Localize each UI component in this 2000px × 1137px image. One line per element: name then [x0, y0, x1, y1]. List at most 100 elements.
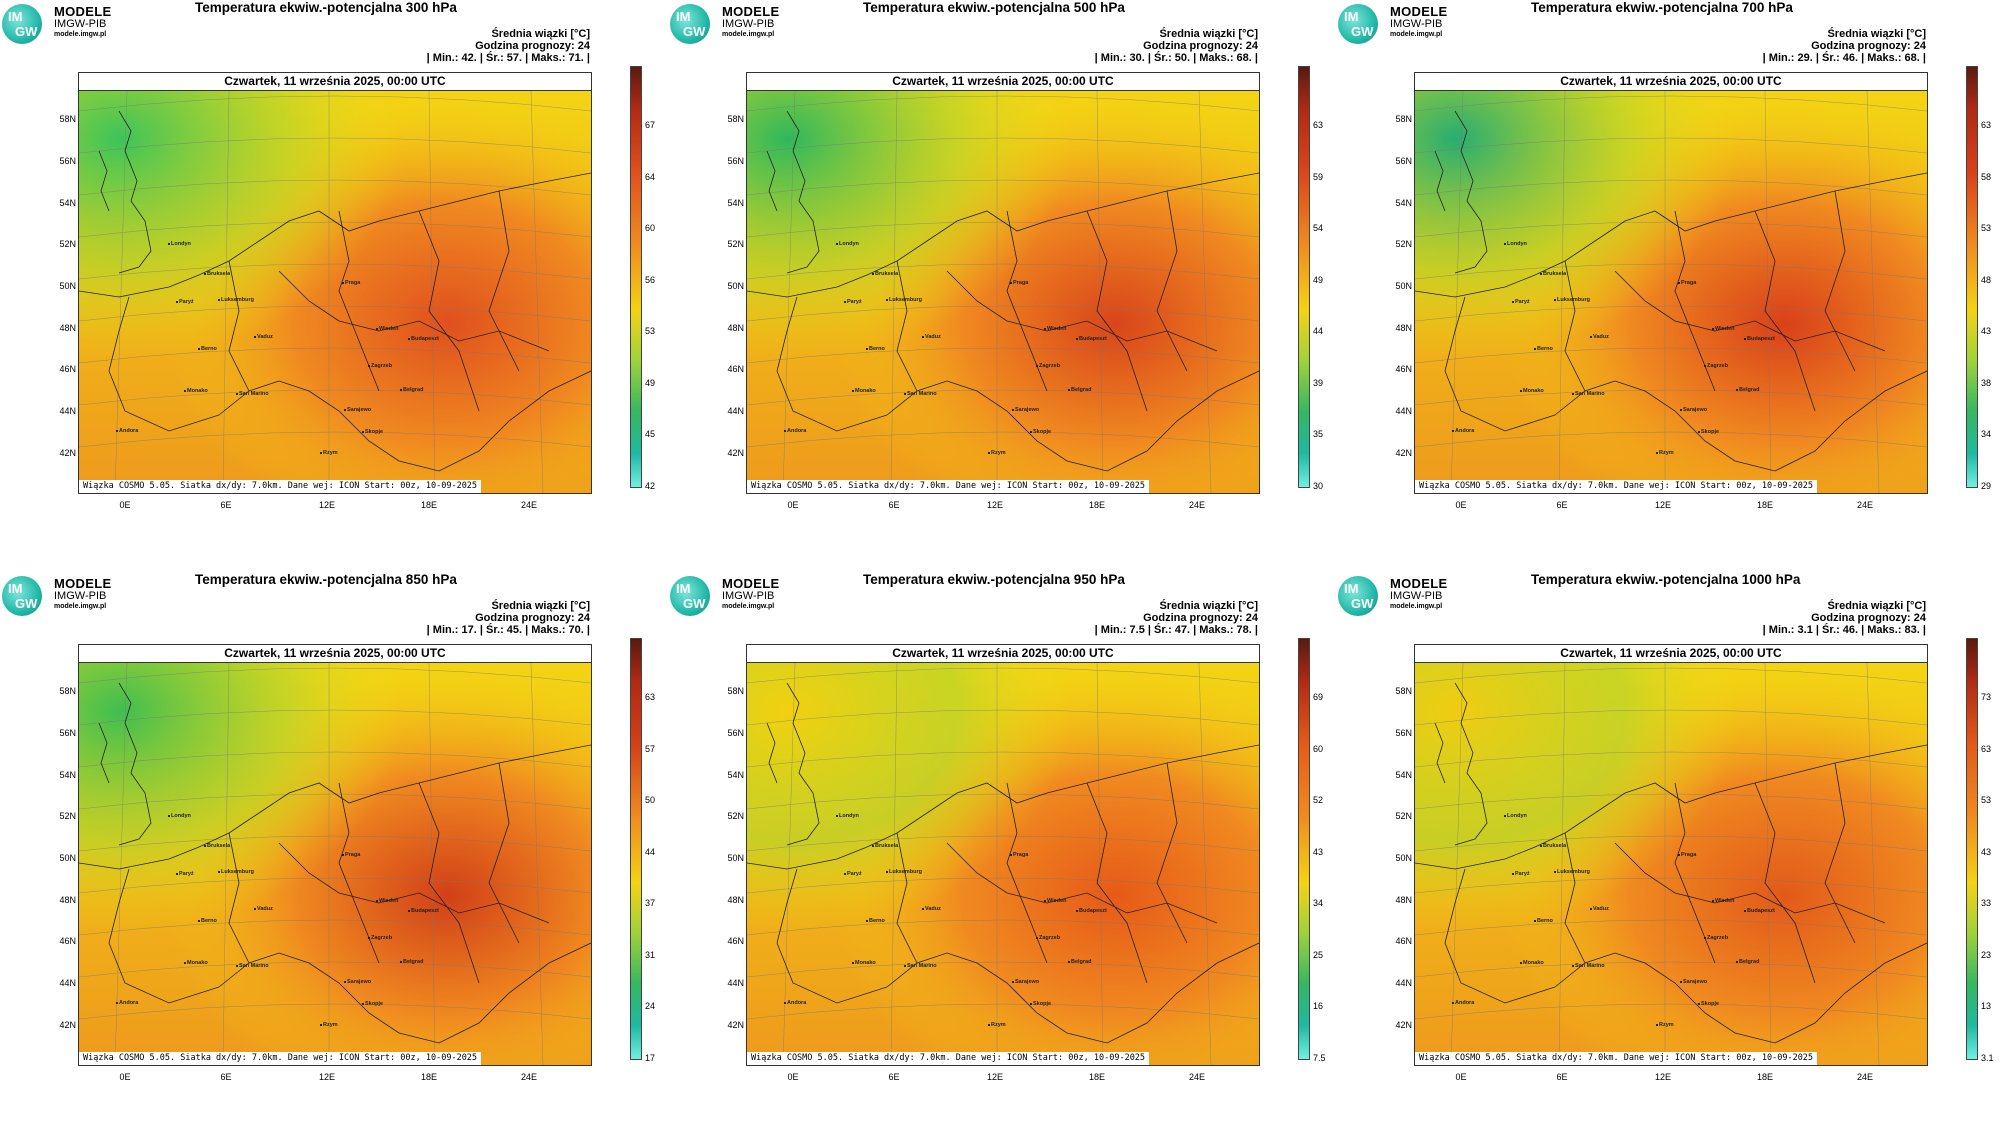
colorbar-tick: 29	[1981, 480, 1992, 491]
latitude-label: 42N	[59, 1020, 76, 1030]
latitude-label: 46N	[727, 364, 744, 374]
latitude-label: 52N	[59, 239, 76, 249]
colorbar-tick: 48	[1981, 274, 1992, 285]
colorbar-tick: 7.5	[1313, 1052, 1326, 1063]
latitude-label: 54N	[727, 770, 744, 780]
latitude-label: 52N	[1395, 811, 1412, 821]
colorbar-tick: 63	[1313, 120, 1324, 130]
city-label: Vaduz	[1590, 906, 1609, 912]
city-label: Belgrad	[1067, 387, 1092, 393]
colorbar-tick: 53	[1981, 795, 1992, 805]
info-stats: | Min.: 17. | Śr.: 45. | Maks.: 70. |	[426, 624, 590, 636]
logo-line2: IMGW-PIB	[54, 590, 107, 602]
panel-info: Średnia wiązki [°C] Godzina prognozy: 24 |…	[427, 28, 590, 64]
city-label: Paryż	[176, 871, 194, 877]
city-label: Vaduz	[1590, 334, 1609, 340]
city-label: Andora	[1451, 428, 1475, 434]
colorbar-tick: 49	[645, 377, 656, 388]
colorbar-tick: 37	[645, 898, 656, 908]
city-label: San Marino	[904, 963, 937, 969]
logo-mark-bottom: GW	[683, 596, 706, 611]
model-footnote: Wiązka COSMO 5.05. Siatka dx/dy: 7.0km. …	[747, 480, 1150, 493]
city-label: Budapeszt	[1076, 336, 1107, 342]
map-frame: Czwartek, 11 września 2025, 00:00 UTC Lon…	[78, 644, 592, 1066]
city-label: Belgrad	[399, 959, 424, 965]
colorbar-tick: 49	[1313, 274, 1324, 285]
colorbar-tick: 13	[1981, 1001, 1992, 1011]
latitude-label: 56N	[727, 156, 744, 166]
city-label: Zagrzeb	[367, 935, 393, 941]
colorbar	[630, 66, 642, 488]
temperature-field: Londyn Bruksela Paryż Luksemburg Praga Wiedeń…	[79, 663, 591, 1065]
city-label: Londyn	[1504, 813, 1527, 819]
logo-line2: IMGW-PIB	[54, 18, 107, 30]
latitude-label: 52N	[727, 811, 744, 821]
field-graphic	[1415, 91, 1927, 493]
imgw-logo-icon: IM GW	[1338, 4, 1378, 44]
city-label: Luksemburg	[1553, 869, 1591, 875]
colorbar-tick: 38	[1981, 377, 1992, 388]
field-graphic	[79, 91, 591, 493]
model-footnote: Wiązka COSMO 5.05. Siatka dx/dy: 7.0km. …	[1415, 1052, 1818, 1065]
imgw-logo-icon: IM GW	[2, 4, 42, 44]
latitude-label: 58N	[1395, 114, 1412, 124]
latitude-label: 44N	[727, 406, 744, 416]
latitude-label: 58N	[1395, 686, 1412, 696]
colorbar-tick: 16	[1313, 1001, 1324, 1011]
logo-mark-bottom: GW	[15, 596, 38, 611]
city-label: Zagrzeb	[1703, 363, 1729, 369]
longitude-label: 0E	[787, 1072, 799, 1082]
colorbar-tick: 64	[645, 171, 656, 182]
city-label: Bruksela	[1539, 271, 1567, 277]
colorbar	[1298, 66, 1310, 488]
city-label: Berno	[198, 346, 217, 352]
forecast-date: Czwartek, 11 września 2025, 00:00 UTC	[747, 73, 1259, 91]
info-line1: Średnia wiązki [°C]	[1159, 600, 1258, 612]
forecast-date: Czwartek, 11 września 2025, 00:00 UTC	[79, 73, 591, 91]
city-label: Belgrad	[399, 387, 424, 393]
colorbar-tick: 23	[1981, 949, 1992, 960]
longitude-label: 12E	[318, 1072, 335, 1082]
city-label: Bruksela	[871, 271, 899, 277]
latitude-label: 54N	[1395, 770, 1412, 780]
latitude-label: 44N	[727, 978, 744, 988]
city-label: Monako	[1520, 388, 1544, 394]
panel-title: Temperatura ekwiw.-potencjalna 500 hPa	[863, 0, 1125, 15]
latitude-label: 48N	[727, 895, 744, 905]
latitude-label: 50N	[727, 281, 744, 291]
colorbar-tick: 56	[645, 274, 656, 285]
field-graphic	[1415, 663, 1927, 1065]
city-label: Berno	[866, 918, 885, 924]
latitude-label: 50N	[59, 853, 76, 863]
map-frame: Czwartek, 11 września 2025, 00:00 UTC Lon…	[78, 72, 592, 494]
city-label: Paryż	[844, 299, 862, 305]
longitude-label: 12E	[318, 500, 335, 510]
city-label: Wiedeń	[1044, 898, 1067, 904]
latitude-label: 48N	[1395, 895, 1412, 905]
latitude-label: 44N	[59, 406, 76, 416]
city-label: Berno	[198, 918, 217, 924]
temperature-field: Londyn Bruksela Paryż Luksemburg Praga Wiedeń…	[1415, 663, 1927, 1065]
info-line1: Średnia wiązki [°C]	[1827, 600, 1926, 612]
city-label: Vaduz	[254, 906, 273, 912]
map-frame: Czwartek, 11 września 2025, 00:00 UTC Lon…	[1414, 644, 1928, 1066]
longitude-label: 24E	[520, 1072, 537, 1082]
latitude-label: 56N	[727, 728, 744, 738]
latitude-label: 50N	[1395, 281, 1412, 291]
longitude-label: 12E	[1654, 500, 1671, 510]
logo-line1: MODELE	[722, 576, 780, 591]
latitude-label: 44N	[59, 978, 76, 988]
imgw-logo: IM GW MODELE IMGW-PIB modele.imgw.pl	[1336, 572, 1456, 618]
forecast-date: Czwartek, 11 września 2025, 00:00 UTC	[747, 645, 1259, 663]
colorbar-tick: 3.1	[1981, 1052, 1994, 1063]
colorbar-tick: 63	[1981, 743, 1992, 754]
latitude-label: 50N	[59, 281, 76, 291]
longitude-label: 6E	[1556, 1072, 1568, 1082]
panel-info: Średnia wiązki [°C] Godzina prognozy: 24 |…	[1763, 28, 1926, 64]
info-stats: | Min.: 42. | Śr.: 57. | Maks.: 71. |	[426, 52, 590, 64]
forecast-date: Czwartek, 11 września 2025, 00:00 UTC	[79, 645, 591, 663]
colorbar	[1966, 66, 1978, 488]
colorbar-tick: 45	[645, 429, 656, 439]
city-label: Vaduz	[254, 334, 273, 340]
longitude-label: 6E	[888, 1072, 900, 1082]
